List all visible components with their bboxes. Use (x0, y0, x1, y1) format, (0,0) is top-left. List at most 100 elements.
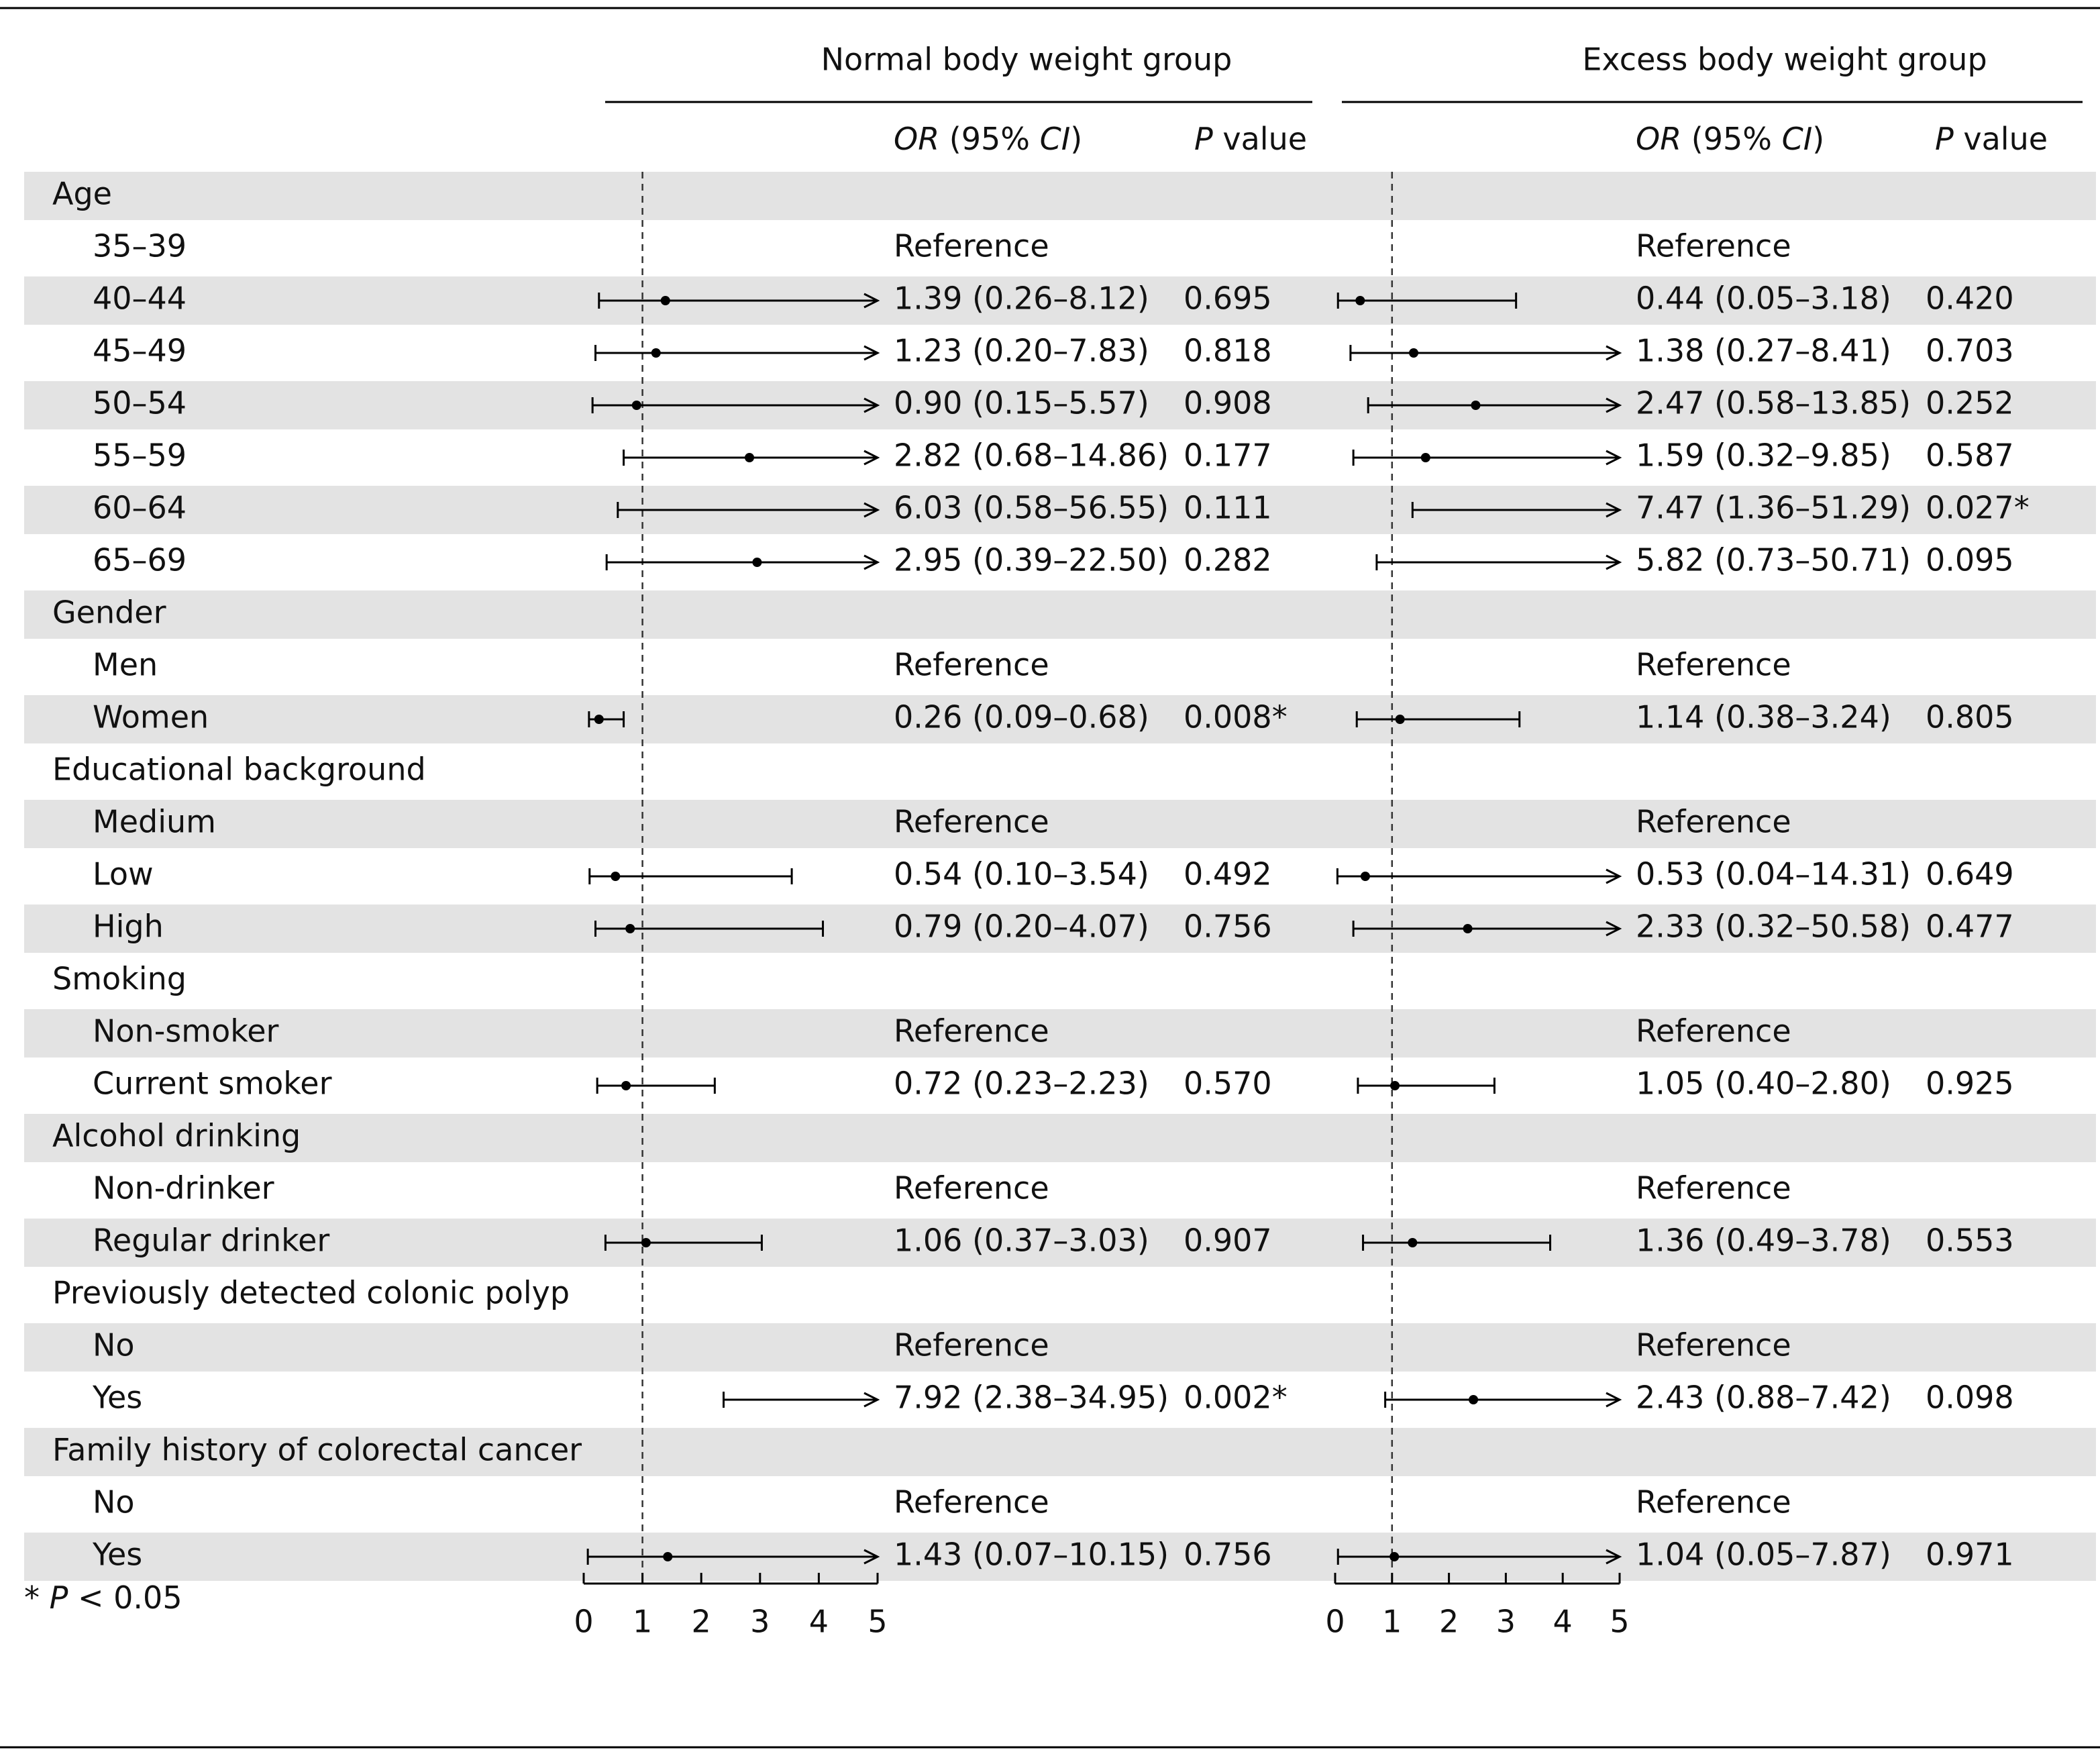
reference-label: Reference (1636, 1170, 1791, 1206)
or-label: 1.36 (0.49–3.78) (1636, 1223, 1891, 1259)
reference-label: Reference (894, 647, 1049, 683)
ci-arrow (1606, 1549, 1622, 1565)
reference-label: Reference (1636, 647, 1791, 683)
p-value: 0.805 (1926, 699, 2014, 735)
p-value: 0.925 (1926, 1066, 2014, 1102)
or-label: 0.53 (0.04–14.31) (1636, 856, 1911, 892)
row-band (24, 1323, 2096, 1372)
or-label: 0.72 (0.23–2.23) (894, 1066, 1149, 1102)
row-label: 60–64 (93, 490, 187, 526)
ci-arrow (863, 450, 880, 466)
ci-arrow (1606, 554, 1622, 570)
group-label: Smoking (52, 961, 187, 997)
reference-label: Reference (894, 1484, 1049, 1520)
ci-arrow (863, 293, 880, 309)
or-label: 2.95 (0.39–22.50) (894, 542, 1169, 578)
reference-label: Reference (1636, 1327, 1791, 1363)
footnote-part: < 0.05 (68, 1580, 182, 1616)
row-label: No (93, 1327, 135, 1363)
p-header-part: value (1213, 121, 1307, 157)
ci-arrow (1606, 868, 1622, 884)
or-label: 1.04 (0.05–7.87) (1636, 1537, 1891, 1573)
ci-arrow (863, 345, 880, 361)
x-tick-label: 0 (574, 1604, 593, 1640)
ci-arrow (1606, 502, 1622, 518)
p-value: 0.008* (1184, 699, 1288, 735)
p-value: 0.098 (1926, 1380, 2014, 1416)
row-label: Non-drinker (93, 1170, 274, 1206)
row-band (24, 1114, 2096, 1162)
point-estimate (1389, 1552, 1400, 1561)
row-label: 55–59 (93, 437, 187, 474)
point-estimate (745, 453, 755, 462)
or-label: 1.05 (0.40–2.80) (1636, 1066, 1891, 1102)
point-estimate (1420, 453, 1430, 462)
point-estimate (752, 558, 762, 567)
p-value: 0.177 (1184, 437, 1272, 474)
row-band (24, 1219, 2096, 1267)
p-value: 0.492 (1184, 856, 1272, 892)
or-label: 0.26 (0.09–0.68) (894, 699, 1149, 735)
ci-arrow (863, 397, 880, 413)
reference-label: Reference (894, 1170, 1049, 1206)
p-value: 0.907 (1184, 1223, 1272, 1259)
group-label: Educational background (52, 752, 426, 788)
x-tick-label: 2 (692, 1604, 711, 1640)
row-label: Yes (92, 1380, 142, 1416)
point-estimate (1469, 1395, 1479, 1404)
or-header-part: CI (1782, 121, 1813, 157)
row-label: 40–44 (93, 280, 187, 317)
reference-label: Reference (894, 804, 1049, 840)
or-label: 1.06 (0.37–3.03) (894, 1223, 1149, 1259)
p-value: 0.971 (1926, 1537, 2014, 1573)
row-band (24, 1009, 2096, 1057)
point-estimate (641, 1238, 651, 1247)
x-tick-label: 0 (1325, 1604, 1345, 1640)
or-label: 0.44 (0.05–3.18) (1636, 280, 1891, 317)
or-header: OR (95% CI) (1636, 121, 1824, 157)
row-band (24, 695, 2096, 743)
or-header-part: OR (894, 121, 939, 157)
or-label: 2.43 (0.88–7.42) (1636, 1380, 1891, 1416)
or-label: 1.39 (0.26–8.12) (894, 280, 1149, 317)
or-header-part: (95% (1681, 121, 1781, 157)
x-tick-label: 5 (1610, 1604, 1629, 1640)
ci-arrow (1606, 345, 1622, 361)
p-value: 0.818 (1184, 333, 1272, 369)
or-label: 0.90 (0.15–5.57) (894, 385, 1149, 421)
row-label: Men (93, 647, 158, 683)
row-label: 35–39 (93, 228, 187, 264)
x-tick-label: 3 (1496, 1604, 1516, 1640)
or-header: OR (95% CI) (894, 121, 1082, 157)
reference-label: Reference (894, 228, 1049, 264)
x-tick-label: 4 (809, 1604, 829, 1640)
ci-arrow (863, 502, 880, 518)
p-value: 0.756 (1184, 909, 1272, 945)
or-label: 1.14 (0.38–3.24) (1636, 699, 1891, 735)
or-header-part: CI (1040, 121, 1071, 157)
row-label: Medium (93, 804, 216, 840)
or-label: 5.82 (0.73–50.71) (1636, 542, 1911, 578)
p-value: 0.649 (1926, 856, 2014, 892)
p-header: P value (1194, 121, 1307, 157)
or-label: 2.33 (0.32–50.58) (1636, 909, 1911, 945)
row-band (24, 1428, 2096, 1476)
or-label: 1.38 (0.27–8.41) (1636, 333, 1891, 369)
row-band (24, 276, 2096, 325)
row-label: No (93, 1484, 135, 1520)
p-value: 0.002* (1184, 1380, 1288, 1416)
panel-title: Excess body weight group (1582, 42, 1987, 78)
reference-label: Reference (894, 1327, 1049, 1363)
row-label: Regular drinker (93, 1223, 329, 1259)
point-estimate (1360, 872, 1370, 881)
footnote-part: P (50, 1580, 68, 1616)
x-tick-label: 5 (868, 1604, 887, 1640)
row-label: 65–69 (93, 542, 187, 578)
p-value: 0.477 (1926, 909, 2014, 945)
point-estimate (621, 1081, 631, 1090)
point-estimate (1395, 715, 1405, 724)
point-estimate (625, 924, 635, 933)
or-label: 7.92 (2.38–34.95) (894, 1380, 1169, 1416)
p-value: 0.095 (1926, 542, 2014, 578)
